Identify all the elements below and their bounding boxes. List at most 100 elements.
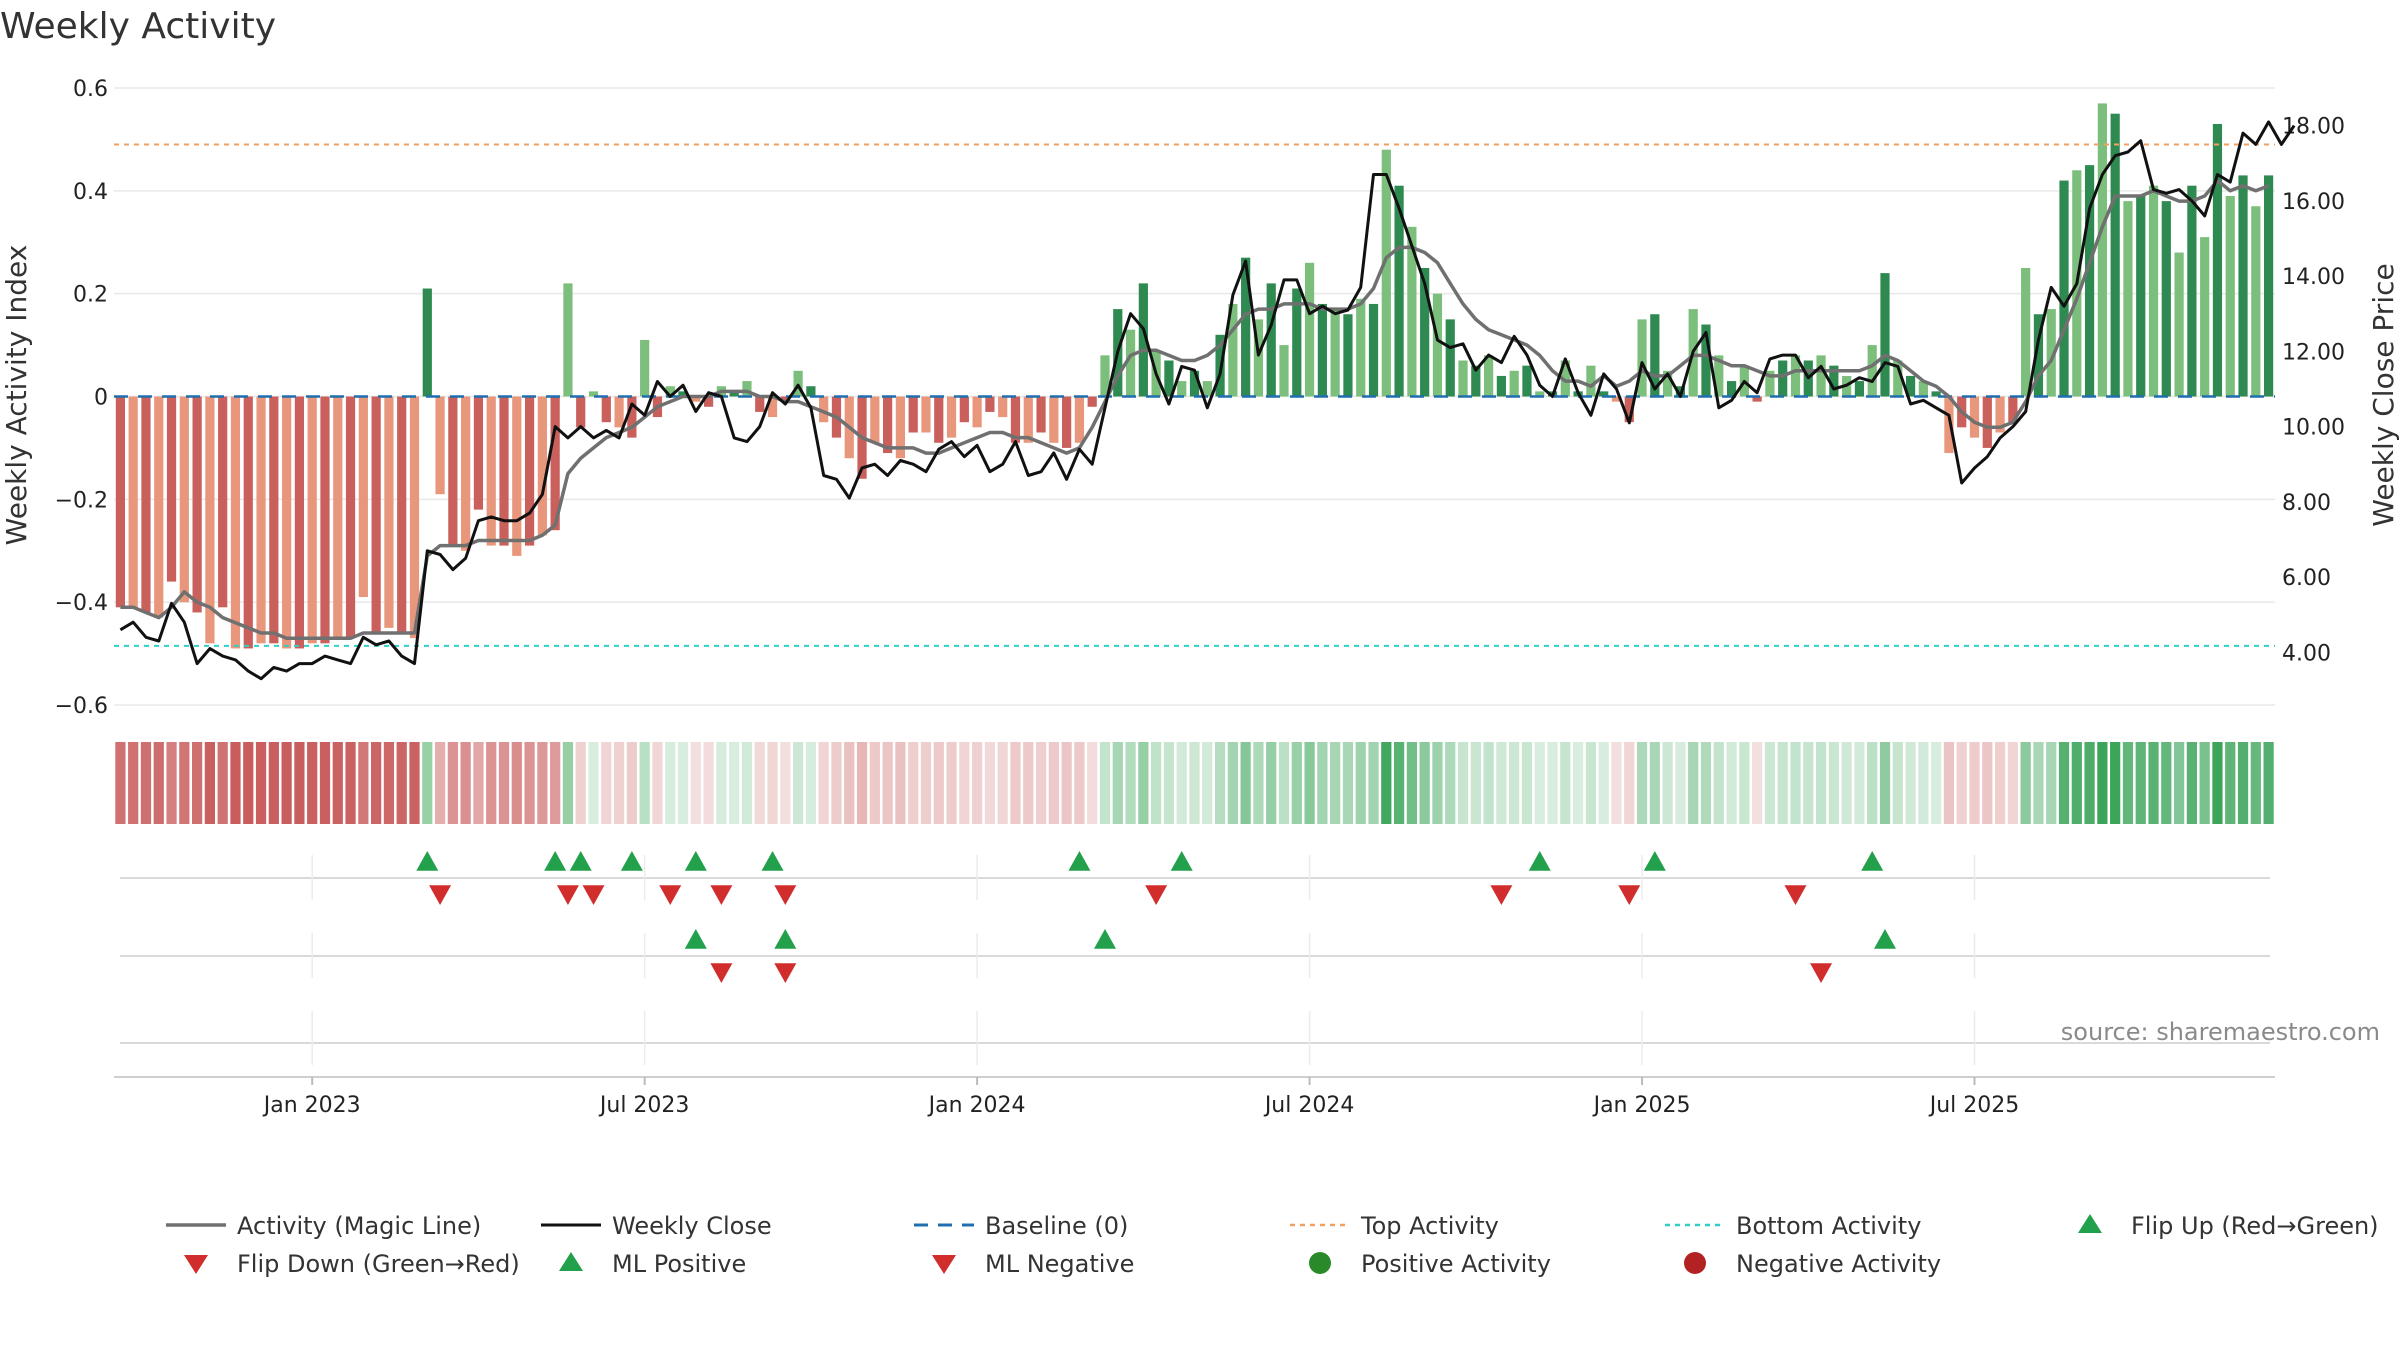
- activity-bar: [1483, 355, 1494, 397]
- heat-cell: [1266, 742, 1277, 824]
- activity-bar: [1995, 396, 2005, 433]
- heat-cell: [2263, 742, 2274, 824]
- legend: Activity (Magic Line) Weekly Close Baselin…: [166, 1212, 2379, 1278]
- activity-bar: [397, 396, 407, 634]
- heat-cell: [1956, 742, 1967, 824]
- heat-cell: [1393, 742, 1405, 824]
- activity-bar: [1010, 396, 1021, 443]
- activity-bar: [269, 396, 279, 644]
- activity-bars: [115, 103, 2274, 649]
- heat-cell: [882, 742, 893, 824]
- heat-cell: [1509, 742, 1520, 824]
- heat-cell: [703, 742, 714, 824]
- activity-bar: [1049, 396, 1059, 443]
- heat-cell: [1202, 742, 1213, 824]
- legend-label: Negative Activity: [1736, 1250, 1941, 1278]
- heat-cell: [1521, 742, 1533, 824]
- heat-cell: [2161, 742, 2172, 824]
- activity-bar: [1624, 396, 1634, 423]
- signal-markers: [416, 851, 1896, 983]
- activity-bar: [883, 396, 893, 454]
- activity-bar: [294, 396, 305, 649]
- left-y-axis: 0.6 0.4 0.2 0 −0.2 −0.4 −0.6: [55, 77, 108, 719]
- heat-cell: [1291, 742, 1302, 824]
- heat-cell: [1406, 742, 1417, 824]
- legend-swatch: [1684, 1252, 1706, 1274]
- heat-cell: [1355, 742, 1366, 824]
- heat-cell: [665, 742, 676, 824]
- activity-bar: [1343, 314, 1353, 397]
- activity-bar: [1292, 288, 1302, 397]
- activity-bar: [1394, 185, 1404, 397]
- heat-cell: [831, 742, 842, 824]
- activity-bar: [1496, 375, 1506, 397]
- ml-positive-marker: [684, 929, 707, 949]
- x-tick-label: Jul 2025: [1928, 1093, 2020, 1118]
- heat-cell: [2237, 742, 2249, 824]
- y2-tick-label: 8.00: [2282, 491, 2331, 516]
- activity-bar: [1918, 381, 1928, 397]
- activity-bar: [1100, 355, 1110, 397]
- flip-down-marker: [582, 885, 605, 905]
- activity-bar: [1816, 355, 1826, 397]
- heat-cell: [2110, 742, 2121, 824]
- heat-cell: [1918, 742, 1929, 824]
- heat-cell: [2225, 742, 2236, 824]
- heat-cell: [780, 742, 791, 824]
- activity-bar: [2033, 314, 2044, 397]
- heat-cell: [1969, 742, 1980, 824]
- activity-bar: [1650, 314, 1660, 397]
- heat-cell: [2186, 742, 2197, 824]
- activity-bar: [614, 396, 624, 428]
- flip-up-marker: [1861, 851, 1884, 871]
- activity-bar: [1663, 370, 1673, 397]
- flip-up-marker: [1528, 851, 1551, 871]
- activity-bar: [1854, 381, 1865, 397]
- heat-cell: [997, 742, 1008, 824]
- flip-up-marker: [1068, 851, 1091, 871]
- activity-bar: [435, 396, 445, 495]
- heat-cell: [307, 742, 318, 824]
- activity-bar: [2187, 185, 2197, 397]
- heat-cell: [1483, 742, 1494, 824]
- legend-label: ML Positive: [612, 1250, 746, 1278]
- legend-label: Weekly Close: [612, 1212, 772, 1240]
- heat-cell: [1675, 742, 1686, 824]
- legend-swatch: [559, 1252, 583, 1271]
- activity-bar: [2110, 113, 2120, 397]
- heat-cell: [1432, 742, 1443, 824]
- heat-cell: [128, 742, 139, 824]
- activity-bar: [448, 396, 458, 546]
- activity-bar: [627, 396, 637, 438]
- heat-cell: [1598, 742, 1609, 824]
- activity-bar: [1969, 396, 1980, 438]
- heat-cell: [613, 742, 625, 824]
- activity-bar: [371, 396, 381, 634]
- legend-label: Bottom Activity: [1736, 1212, 1921, 1240]
- activity-bar: [1407, 226, 1417, 397]
- x-axis: Jan 2023 Jul 2023 Jan 2024 Jul 2024 Jan 2025…: [114, 1076, 2275, 1118]
- heat-cell: [588, 742, 599, 824]
- activity-bar: [678, 391, 688, 397]
- activity-bar: [985, 396, 995, 412]
- activity-bar: [282, 396, 292, 649]
- heat-cell: [818, 742, 829, 824]
- activity-bar: [2225, 195, 2235, 397]
- heat-cell: [473, 742, 484, 824]
- legend-label: Flip Down (Green→Red): [237, 1250, 520, 1278]
- activity-bar: [2161, 201, 2171, 397]
- y-tick-label: 0.6: [73, 77, 108, 102]
- activity-bar: [806, 386, 816, 397]
- activity-bar: [179, 396, 189, 603]
- activity-bar: [819, 396, 829, 423]
- heat-cell: [2122, 742, 2134, 824]
- heat-cell: [550, 742, 561, 824]
- heat-cell: [2084, 742, 2095, 824]
- activity-bar: [2251, 206, 2261, 397]
- ml-negative-marker: [774, 963, 797, 983]
- activity-bar: [1202, 381, 1212, 397]
- heat-cell: [1585, 742, 1597, 824]
- signal-panels: [120, 855, 2270, 1065]
- activity-bar: [2021, 267, 2031, 397]
- heat-cell: [2020, 742, 2031, 824]
